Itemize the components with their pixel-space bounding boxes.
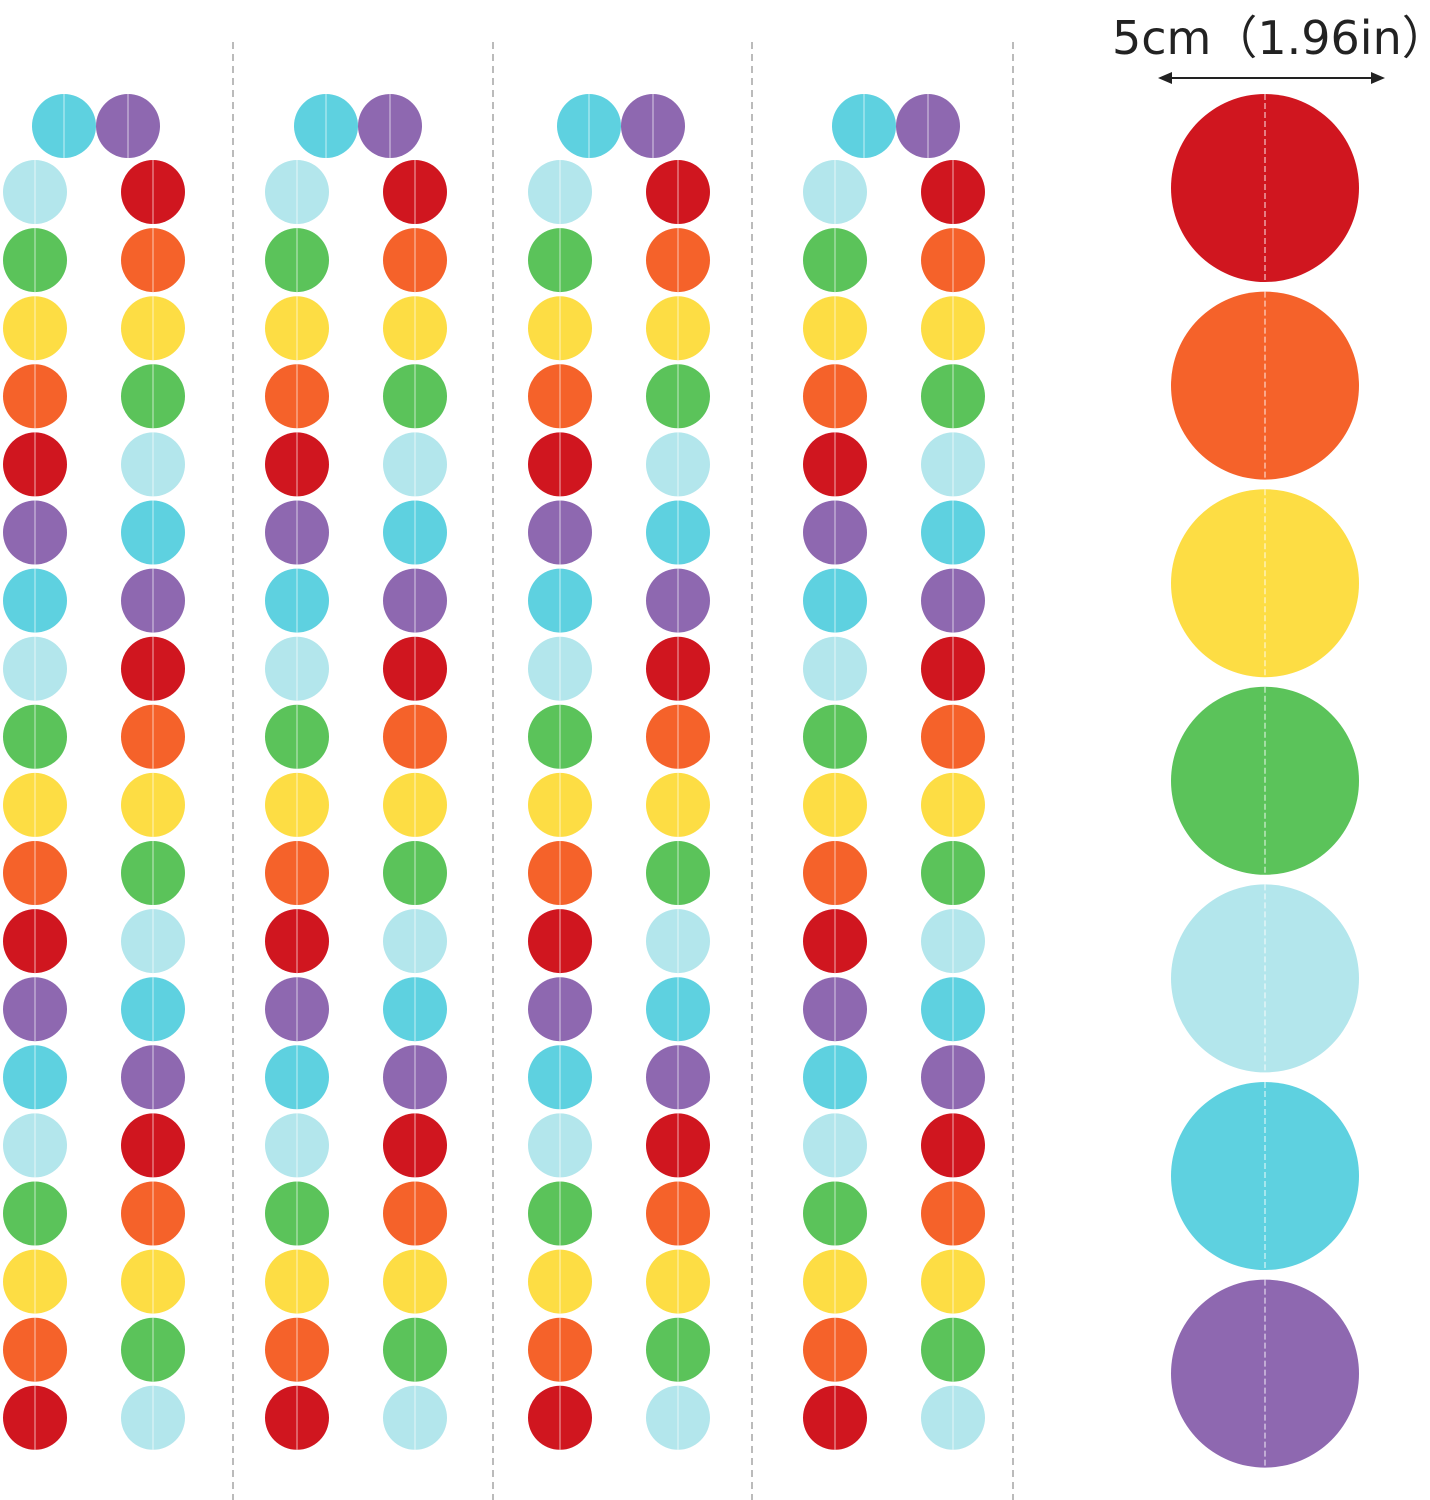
arrow-head-left xyxy=(1158,72,1172,84)
arrow-head-right xyxy=(1371,72,1385,84)
size-label: 5cm（1.96in） xyxy=(1112,11,1430,65)
